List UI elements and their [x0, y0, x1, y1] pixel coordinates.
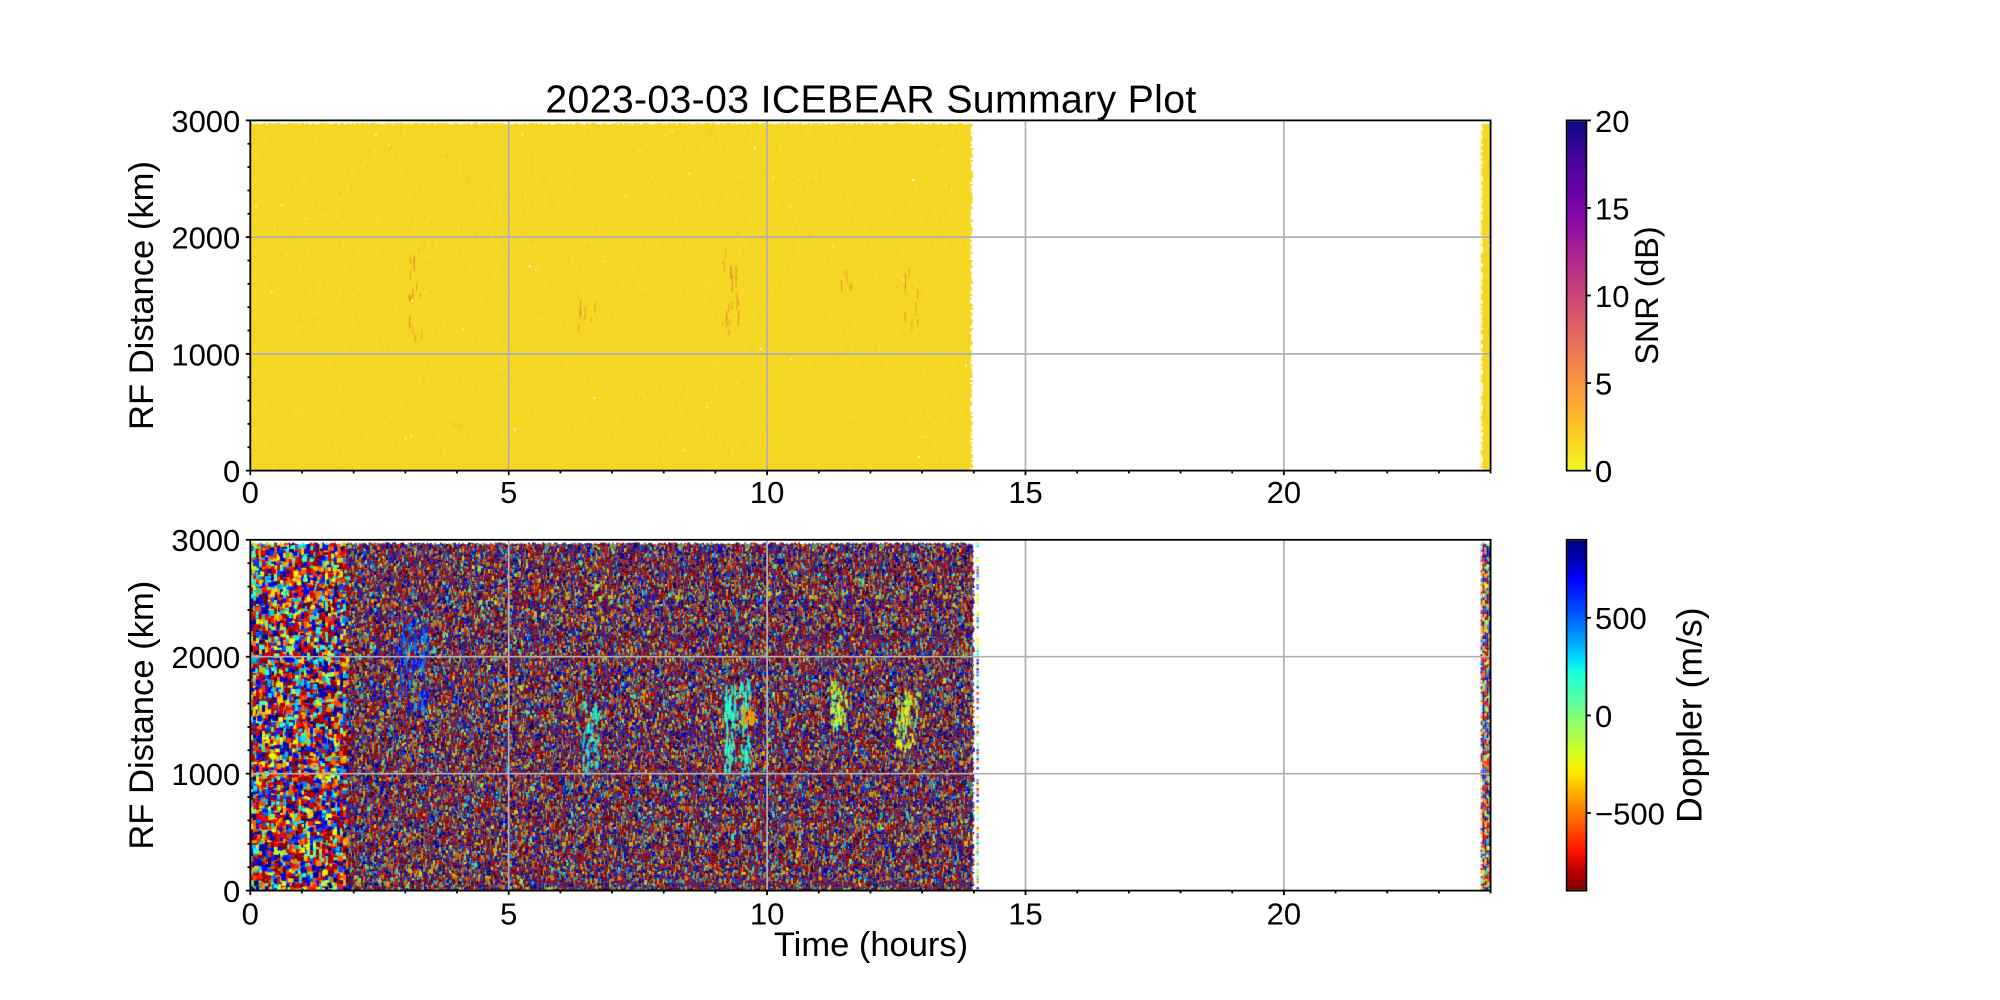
svg-text:0: 0 — [223, 454, 240, 489]
svg-text:2000: 2000 — [171, 221, 240, 256]
svg-text:3000: 3000 — [171, 104, 240, 139]
svg-text:1000: 1000 — [171, 337, 240, 372]
svg-text:2000: 2000 — [171, 640, 240, 675]
svg-text:2023-03-03 ICEBEAR Summary Plo: 2023-03-03 ICEBEAR Summary Plot — [545, 78, 1196, 121]
svg-text:0: 0 — [242, 475, 259, 510]
svg-text:RF Distance (km): RF Distance (km) — [123, 581, 161, 850]
svg-text:20: 20 — [1267, 475, 1301, 510]
svg-text:1000: 1000 — [171, 757, 240, 792]
svg-text:SNR (dB): SNR (dB) — [1629, 226, 1665, 364]
svg-text:15: 15 — [1595, 191, 1629, 226]
svg-text:15: 15 — [1008, 475, 1042, 510]
svg-text:0: 0 — [242, 897, 259, 932]
svg-text:RF Distance (km): RF Distance (km) — [123, 161, 161, 430]
svg-text:10: 10 — [750, 897, 784, 932]
svg-text:15: 15 — [1008, 897, 1042, 932]
svg-text:20: 20 — [1595, 104, 1629, 139]
svg-text:20: 20 — [1267, 897, 1301, 932]
svg-text:0: 0 — [223, 874, 240, 909]
svg-text:Time (hours): Time (hours) — [774, 926, 968, 964]
svg-text:0: 0 — [1595, 454, 1612, 489]
svg-text:10: 10 — [750, 475, 784, 510]
svg-text:10: 10 — [1595, 279, 1629, 314]
svg-text:3000: 3000 — [171, 523, 240, 558]
svg-text:5: 5 — [500, 897, 517, 932]
svg-text:5: 5 — [500, 475, 517, 510]
svg-text:Doppler (m/s): Doppler (m/s) — [1670, 607, 1710, 822]
svg-text:−500: −500 — [1595, 796, 1665, 831]
svg-text:5: 5 — [1595, 367, 1612, 402]
svg-text:0: 0 — [1595, 699, 1612, 734]
svg-text:500: 500 — [1595, 601, 1647, 636]
